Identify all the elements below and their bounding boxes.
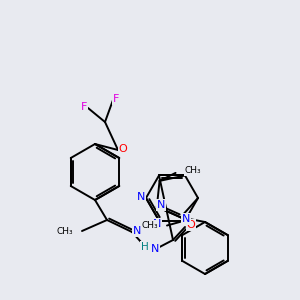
Text: N: N (153, 218, 161, 229)
Text: N: N (182, 214, 190, 224)
Text: N: N (151, 244, 159, 254)
Text: F: F (81, 102, 87, 112)
Text: CH₃: CH₃ (184, 167, 201, 176)
Text: CH₃: CH₃ (141, 221, 158, 230)
Text: O: O (187, 220, 195, 230)
Text: N: N (157, 200, 165, 210)
Text: H: H (141, 242, 149, 252)
Text: N: N (133, 226, 141, 236)
Text: N: N (137, 192, 145, 202)
Text: F: F (113, 94, 119, 104)
Text: CH₃: CH₃ (56, 226, 73, 236)
Text: O: O (118, 144, 127, 154)
